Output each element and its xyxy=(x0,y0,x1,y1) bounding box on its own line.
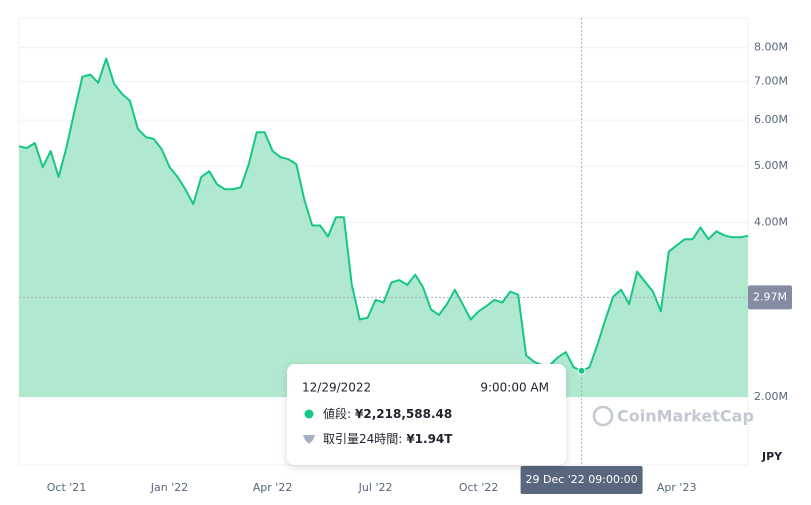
tooltip-price-dot xyxy=(304,409,314,419)
last-price-box xyxy=(748,285,792,310)
price-line xyxy=(18,57,749,372)
y-tick-label: 6.00M xyxy=(754,113,788,126)
tooltip-price-row: 値段: ¥2,218,588.48 xyxy=(323,406,452,421)
watermark: CoinMarketCap xyxy=(617,407,754,426)
tooltip-box xyxy=(287,364,566,465)
tooltip-price: ¥2,218,588.48 xyxy=(355,407,452,421)
y-tick-label: 2.00M xyxy=(754,390,788,403)
tooltip-volume-icon xyxy=(303,435,315,444)
y-tick-label: 7.00M xyxy=(754,74,788,87)
x-tick-label: Jan '22 xyxy=(150,481,188,494)
tooltip-volume: ¥1.94T xyxy=(406,432,453,446)
x-tick-label: Oct '21 xyxy=(47,481,87,494)
crosshair-label-box xyxy=(520,466,643,494)
tooltip-date: 12/29/2022 xyxy=(302,381,371,395)
last-price-label: 2.97M xyxy=(753,290,787,303)
currency: JPY xyxy=(761,450,783,463)
watermark-logo xyxy=(592,405,614,427)
tooltip-time: 9:00:00 AM xyxy=(480,381,549,395)
y-tick-label: 5.00M xyxy=(754,159,788,172)
y-tick-label: 4.00M xyxy=(754,215,788,228)
x-tick-label: Oct '22 xyxy=(459,481,499,494)
y-tick-label: 8.00M xyxy=(754,41,788,54)
hover-point xyxy=(577,366,586,375)
tooltip-price-name: 値段: xyxy=(323,406,351,421)
x-tick-label: Apr '23 xyxy=(657,481,697,494)
x-tick-label: Apr '22 xyxy=(253,481,293,494)
tooltip-volume-row: 取引量24時間: ¥1.94T xyxy=(323,432,453,446)
tooltip-volume-name: 取引量24時間: xyxy=(323,432,402,446)
crosshair-label: 29 Dec '22 09:00:00 xyxy=(525,473,637,486)
x-tick-label: Jul '22 xyxy=(358,481,393,494)
area xyxy=(19,58,748,397)
tooltip: 12/29/2022 9:00:00 AM 値段: ¥2,218,588.48 取引量2… xyxy=(287,364,566,465)
